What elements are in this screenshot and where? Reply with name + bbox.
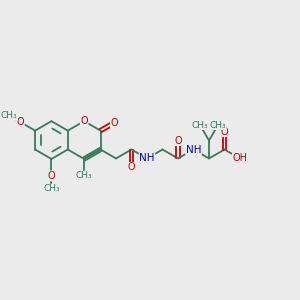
- Text: O: O: [221, 127, 228, 136]
- Text: CH₃: CH₃: [43, 184, 60, 193]
- Text: CH₃: CH₃: [192, 121, 208, 130]
- Text: O: O: [174, 136, 182, 146]
- Text: NH: NH: [186, 145, 201, 154]
- Text: O: O: [128, 162, 135, 172]
- Text: CH₃: CH₃: [210, 121, 226, 130]
- Text: O: O: [16, 117, 24, 127]
- Text: O: O: [80, 116, 88, 126]
- Text: OH: OH: [232, 154, 247, 164]
- Text: CH₃: CH₃: [1, 111, 18, 120]
- Text: O: O: [110, 118, 118, 128]
- Text: O: O: [48, 171, 55, 181]
- Text: NH: NH: [139, 154, 155, 164]
- Text: CH₃: CH₃: [76, 171, 92, 180]
